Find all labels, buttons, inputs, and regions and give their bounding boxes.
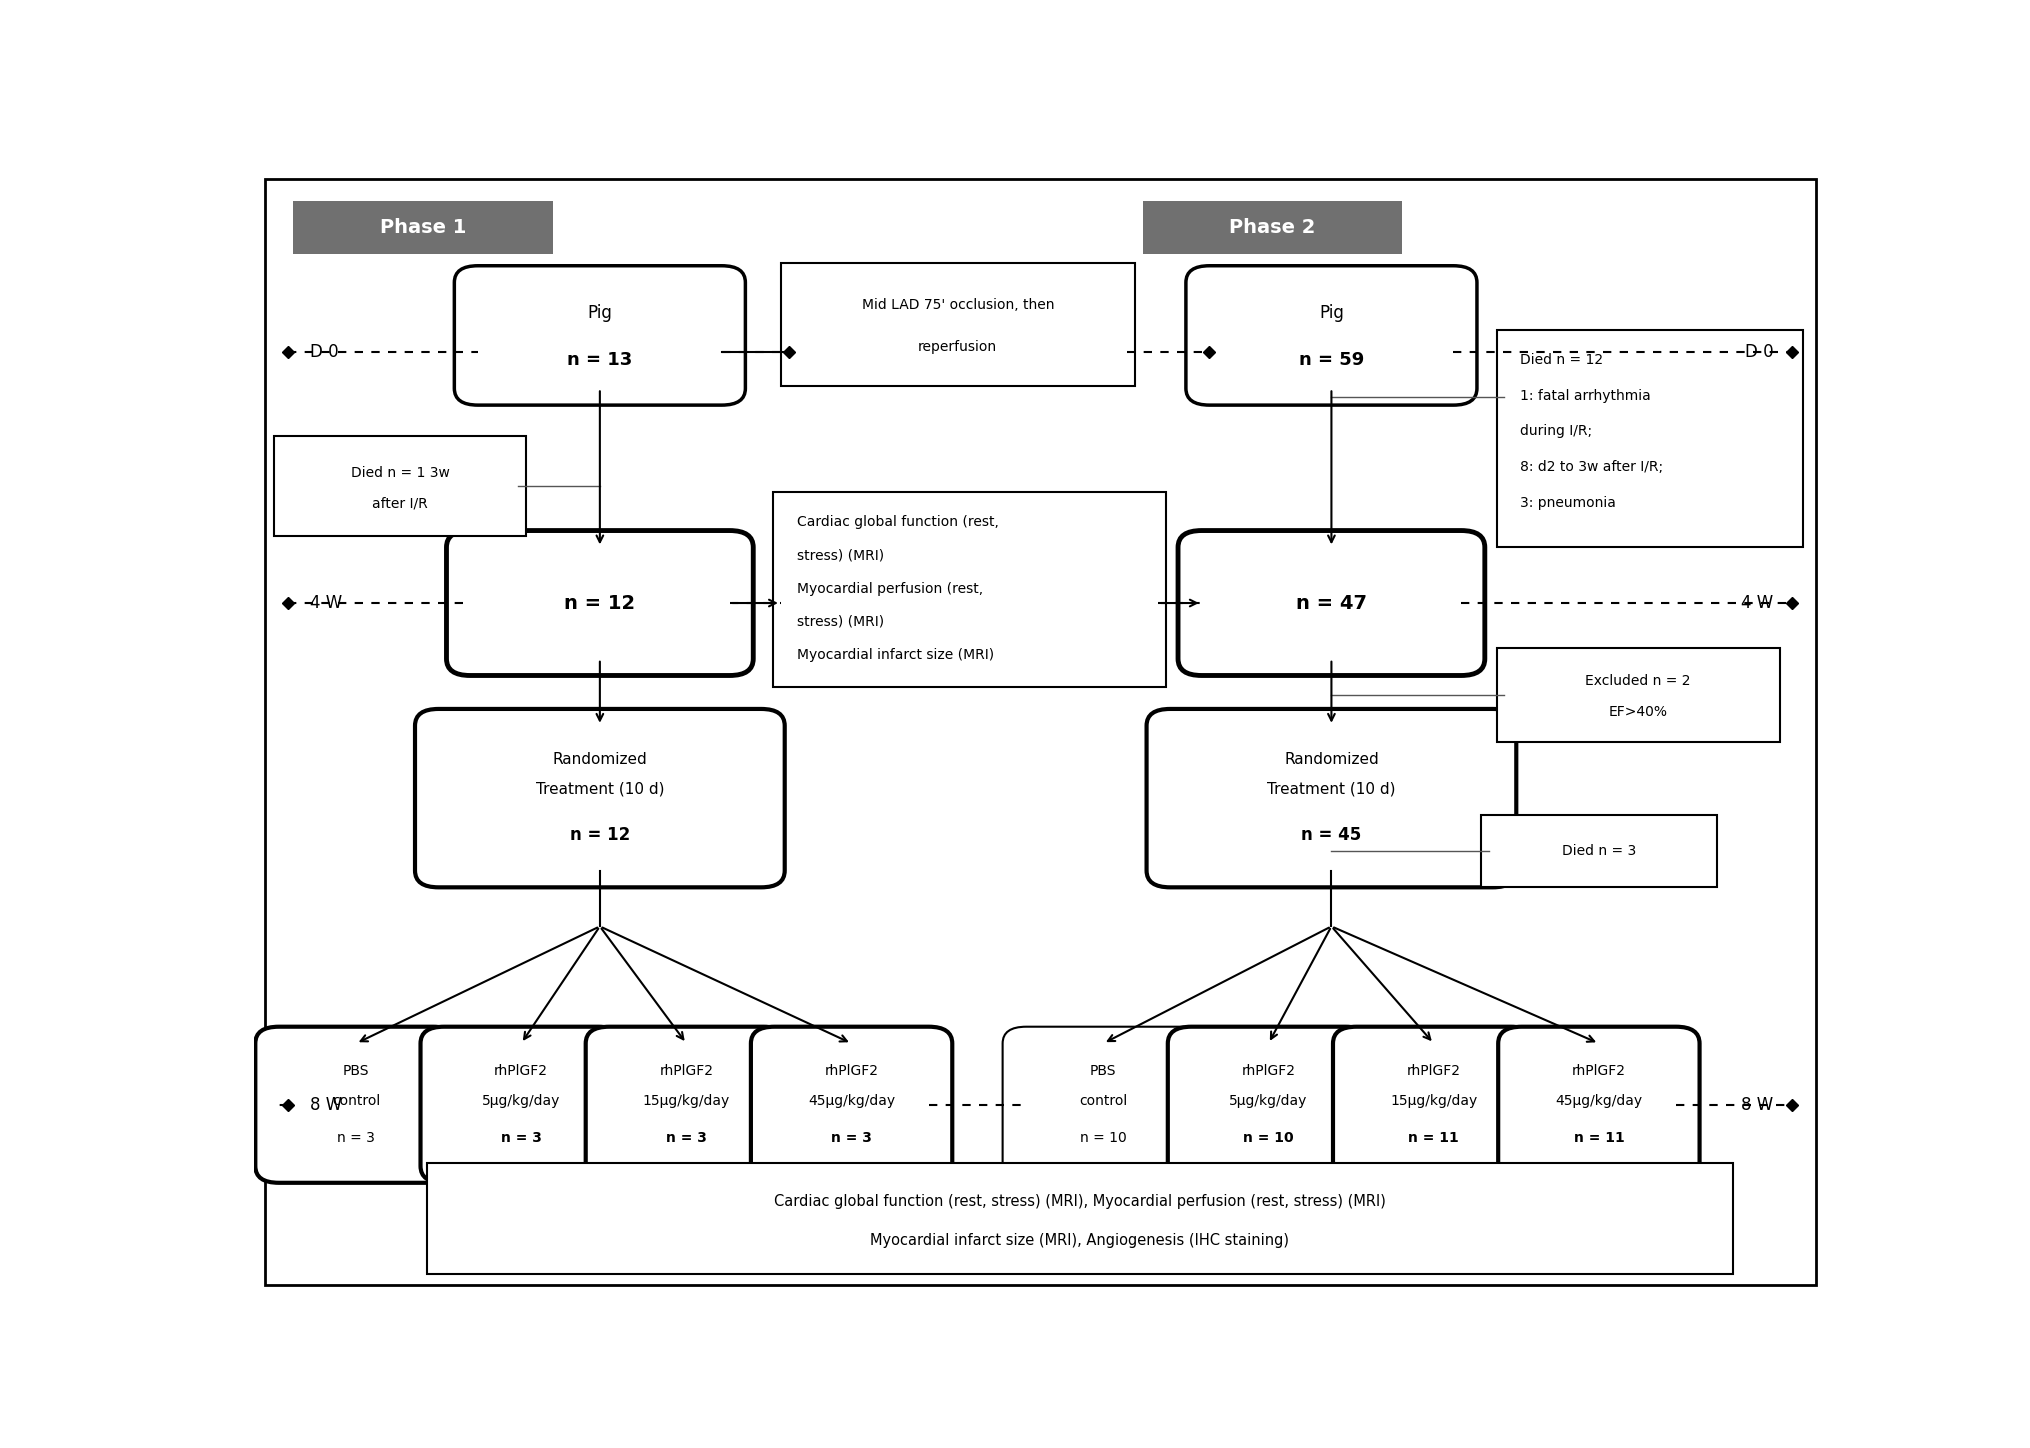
Text: Myocardial perfusion (rest,: Myocardial perfusion (rest, <box>796 582 983 595</box>
FancyBboxPatch shape <box>1003 1027 1204 1183</box>
Text: Excluded n = 2: Excluded n = 2 <box>1585 673 1691 688</box>
Text: 15μg/kg/day: 15μg/kg/day <box>1391 1095 1478 1108</box>
Text: 5μg/kg/day: 5μg/kg/day <box>481 1095 560 1108</box>
FancyBboxPatch shape <box>751 1027 952 1183</box>
Text: n = 13: n = 13 <box>566 350 633 369</box>
FancyBboxPatch shape <box>447 530 753 675</box>
Text: Treatment (10 d): Treatment (10 d) <box>536 782 664 796</box>
FancyBboxPatch shape <box>256 1027 457 1183</box>
Text: rhPlGF2: rhPlGF2 <box>493 1064 548 1079</box>
Text: 5μg/kg/day: 5μg/kg/day <box>1230 1095 1307 1108</box>
Text: after I/R: after I/R <box>371 497 428 511</box>
Text: Phase 2: Phase 2 <box>1230 217 1315 237</box>
Text: n = 10: n = 10 <box>1242 1131 1293 1145</box>
FancyBboxPatch shape <box>420 1027 621 1183</box>
Text: 8 W: 8 W <box>1742 1096 1774 1114</box>
Text: EF>40%: EF>40% <box>1608 705 1669 718</box>
Text: 45μg/kg/day: 45μg/kg/day <box>808 1095 895 1108</box>
FancyBboxPatch shape <box>1496 647 1780 743</box>
FancyBboxPatch shape <box>782 264 1135 385</box>
Text: Mid LAD 75' occlusion, then: Mid LAD 75' occlusion, then <box>861 298 1054 313</box>
Text: control: control <box>331 1095 380 1108</box>
FancyBboxPatch shape <box>1186 266 1478 405</box>
Text: n = 3: n = 3 <box>337 1131 376 1145</box>
Text: n = 59: n = 59 <box>1299 350 1364 369</box>
FancyBboxPatch shape <box>1143 200 1403 253</box>
Text: Phase 1: Phase 1 <box>380 217 467 237</box>
Text: 1: fatal arrhythmia: 1: fatal arrhythmia <box>1520 388 1650 403</box>
Text: Myocardial infarct size (MRI), Angiogenesis (IHC staining): Myocardial infarct size (MRI), Angiogene… <box>871 1234 1289 1248</box>
Text: Died n = 1 3w: Died n = 1 3w <box>351 466 449 479</box>
Text: 15μg/kg/day: 15μg/kg/day <box>644 1095 731 1108</box>
FancyBboxPatch shape <box>1498 1027 1699 1183</box>
Text: Randomized: Randomized <box>552 752 648 766</box>
Text: Pig: Pig <box>1320 304 1344 321</box>
Text: PBS: PBS <box>1090 1064 1117 1079</box>
Text: Died n = 3: Died n = 3 <box>1561 844 1636 859</box>
Text: 4 W: 4 W <box>1742 594 1774 613</box>
FancyBboxPatch shape <box>414 710 786 888</box>
Text: D 0: D 0 <box>1746 343 1774 361</box>
Text: n = 11: n = 11 <box>1409 1131 1460 1145</box>
Text: n = 45: n = 45 <box>1301 825 1362 844</box>
FancyBboxPatch shape <box>773 491 1165 686</box>
Text: Randomized: Randomized <box>1285 752 1378 766</box>
Text: n = 12: n = 12 <box>564 594 635 613</box>
FancyBboxPatch shape <box>264 180 1817 1286</box>
Text: n = 3: n = 3 <box>666 1131 706 1145</box>
FancyBboxPatch shape <box>292 200 552 253</box>
FancyBboxPatch shape <box>1496 330 1803 547</box>
Text: 45μg/kg/day: 45μg/kg/day <box>1555 1095 1642 1108</box>
Text: Cardiac global function (rest, stress) (MRI), Myocardial perfusion (rest, stress: Cardiac global function (rest, stress) (… <box>773 1195 1386 1209</box>
Text: n = 12: n = 12 <box>570 825 629 844</box>
FancyBboxPatch shape <box>1177 530 1484 675</box>
Text: Pig: Pig <box>587 304 613 321</box>
Text: D 0: D 0 <box>311 343 339 361</box>
Text: rhPlGF2: rhPlGF2 <box>1571 1064 1626 1079</box>
FancyBboxPatch shape <box>1147 710 1516 888</box>
Text: 3: pneumonia: 3: pneumonia <box>1520 495 1616 510</box>
FancyBboxPatch shape <box>1167 1027 1368 1183</box>
Text: 4 W: 4 W <box>311 594 343 613</box>
Text: PBS: PBS <box>343 1064 369 1079</box>
Text: n = 3: n = 3 <box>830 1131 873 1145</box>
FancyBboxPatch shape <box>455 266 745 405</box>
Text: Myocardial infarct size (MRI): Myocardial infarct size (MRI) <box>796 649 993 662</box>
FancyBboxPatch shape <box>274 436 526 536</box>
Text: during I/R;: during I/R; <box>1520 424 1592 439</box>
Text: reperfusion: reperfusion <box>918 340 997 353</box>
Text: n = 11: n = 11 <box>1573 1131 1624 1145</box>
Text: Treatment (10 d): Treatment (10 d) <box>1267 782 1397 796</box>
Text: rhPlGF2: rhPlGF2 <box>660 1064 713 1079</box>
FancyBboxPatch shape <box>587 1027 788 1183</box>
Text: rhPlGF2: rhPlGF2 <box>1407 1064 1462 1079</box>
Text: n = 3: n = 3 <box>501 1131 542 1145</box>
Text: stress) (MRI): stress) (MRI) <box>796 615 883 628</box>
Text: Died n = 12: Died n = 12 <box>1520 353 1604 366</box>
Text: rhPlGF2: rhPlGF2 <box>824 1064 879 1079</box>
Text: n = 10: n = 10 <box>1080 1131 1127 1145</box>
Text: rhPlGF2: rhPlGF2 <box>1242 1064 1295 1079</box>
Text: 8: d2 to 3w after I/R;: 8: d2 to 3w after I/R; <box>1520 460 1663 473</box>
Text: 8 W: 8 W <box>311 1096 343 1114</box>
FancyBboxPatch shape <box>426 1163 1732 1274</box>
Text: Cardiac global function (rest,: Cardiac global function (rest, <box>796 514 999 529</box>
Text: stress) (MRI): stress) (MRI) <box>796 549 883 562</box>
Text: control: control <box>1080 1095 1127 1108</box>
Text: n = 47: n = 47 <box>1295 594 1366 613</box>
FancyBboxPatch shape <box>1334 1027 1535 1183</box>
FancyBboxPatch shape <box>1480 815 1717 888</box>
